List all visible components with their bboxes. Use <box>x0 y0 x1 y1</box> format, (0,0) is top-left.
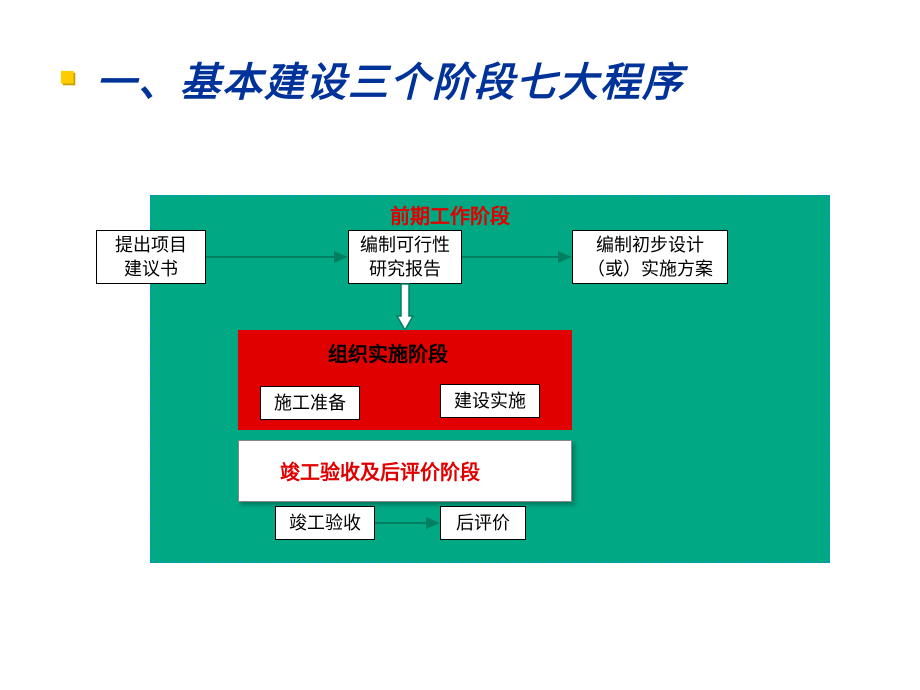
arrows-layer <box>0 0 920 690</box>
